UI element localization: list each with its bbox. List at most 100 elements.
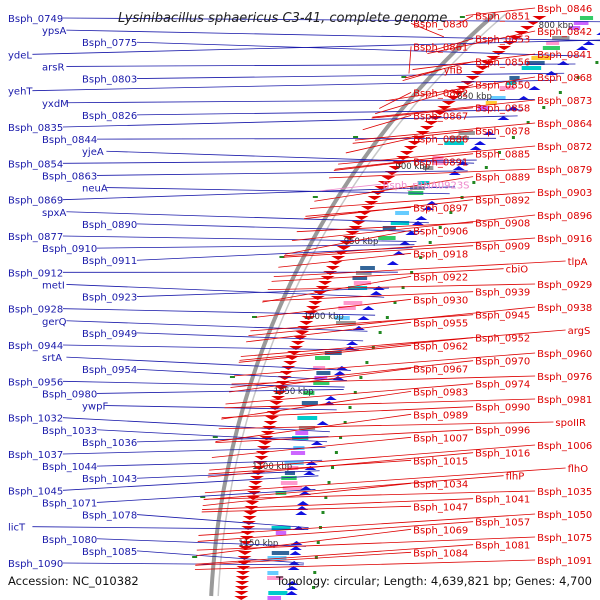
right-label-connector	[218, 421, 554, 430]
right-label-connector	[238, 344, 412, 363]
right-gene-label: Bsph_0885	[475, 150, 530, 161]
right-label-connector	[201, 505, 412, 513]
gc-mark	[511, 136, 515, 139]
forward-gene-arrow	[345, 231, 360, 235]
left-label-connector	[136, 470, 320, 479]
left-label-connector	[62, 475, 319, 491]
left-gene-label: metI	[42, 280, 65, 291]
right-label-connector	[208, 459, 412, 475]
left-gene-label: Bsph_1078	[82, 511, 137, 522]
cog-block	[546, 41, 560, 45]
right-label-connector	[215, 429, 474, 444]
reverse-gene-arrow	[545, 71, 558, 75]
right-label-connector	[372, 99, 536, 118]
forward-gene-arrow	[288, 346, 303, 350]
left-gene-label: Bsph_0877	[8, 232, 63, 243]
right-label-connector	[345, 137, 412, 154]
left-gene-label: Bsph_1033	[42, 426, 97, 437]
gc-skew-mark	[212, 436, 218, 438]
left-gene-label: Bsph_0863	[42, 171, 97, 182]
right-gene-label: spoIIR	[555, 418, 586, 429]
forward-gene-arrow	[351, 221, 366, 225]
forward-gene-arrow	[242, 516, 257, 520]
left-label-connector	[32, 39, 600, 55]
left-label-connector	[136, 332, 364, 342]
forward-gene-arrow	[532, 16, 547, 20]
scale-tick-label: 800 kbp	[539, 21, 574, 31]
right-gene-label: Bsph_0922	[413, 272, 468, 283]
forward-gene-arrow	[441, 101, 456, 105]
reverse-gene-arrow	[596, 32, 600, 35]
gc-mark	[419, 256, 423, 259]
left-gene-label: Bsph_1080	[42, 535, 97, 546]
left-label-connector	[62, 159, 477, 164]
gc-skew-mark	[252, 316, 258, 318]
forward-gene-arrow	[381, 176, 396, 180]
right-label-connector	[427, 30, 536, 54]
right-label-connector	[262, 291, 474, 302]
gc-mark	[313, 571, 317, 574]
forward-gene-arrow	[497, 46, 512, 50]
right-gene-label: argS	[568, 326, 591, 337]
right-label-connector	[202, 482, 412, 506]
reverse-gene-arrow	[411, 221, 424, 225]
gc-skew-mark	[353, 136, 359, 138]
reverse-gene-arrow	[370, 291, 383, 295]
right-gene-label: Bsph_1016	[475, 449, 530, 460]
right-gene-label: Bsph_0889	[475, 173, 530, 184]
right-gene-label: Bsph_0872	[537, 142, 592, 153]
reverse-gene-arrow	[448, 171, 461, 175]
forward-gene-arrow	[241, 526, 256, 530]
right-label-connector	[374, 84, 474, 115]
right-gene-label: Bsph_1035	[537, 487, 592, 498]
forward-gene-arrow	[234, 586, 249, 590]
left-gene-label: Bsph_0826	[82, 111, 137, 122]
cog-block	[423, 166, 434, 170]
forward-gene-arrow	[342, 236, 357, 240]
right-label-connector	[305, 206, 412, 217]
forward-gene-arrow	[303, 311, 318, 315]
right-label-connector	[309, 191, 536, 209]
cog-block	[444, 141, 464, 145]
cog-block	[499, 86, 515, 90]
right-label-connector	[234, 352, 536, 377]
left-label-connector	[96, 538, 306, 547]
right-gene-label: flhO	[568, 464, 589, 475]
right-label-connector	[195, 544, 474, 565]
left-label-connector	[62, 308, 376, 316]
right-gene-label: cbiO	[506, 265, 529, 276]
right-label-connector	[320, 183, 381, 192]
forward-gene-arrow	[237, 556, 252, 560]
cog-block	[506, 81, 517, 85]
forward-gene-arrow	[331, 256, 346, 260]
forward-gene-arrow	[419, 126, 434, 130]
left-label-connector	[96, 459, 323, 467]
gc-mark	[316, 541, 320, 544]
left-label-connector	[136, 514, 309, 529]
right-gene-label: Bsph_0906	[413, 226, 468, 237]
right-label-connector	[362, 114, 412, 131]
right-gene-label: Bsph_0851	[475, 12, 530, 23]
right-gene-label: Bsph_0830	[413, 19, 468, 30]
right-gene-label: Bsph_0861	[413, 42, 468, 53]
cog-block	[353, 281, 372, 285]
right-label-connector	[271, 268, 504, 282]
forward-gene-arrow	[325, 266, 340, 270]
left-label-connector	[32, 526, 309, 530]
forward-gene-arrow	[306, 306, 321, 310]
gc-mark	[484, 166, 488, 169]
right-gene-label: Bsph_0996	[475, 426, 530, 437]
left-label-connector	[136, 368, 348, 381]
cog-block	[531, 56, 551, 60]
right-gene-label: Bsph_0955	[413, 318, 468, 329]
right-label-connector	[197, 521, 474, 542]
left-label-connector	[66, 63, 576, 67]
right-label-connector	[455, 15, 474, 26]
forward-gene-arrow	[271, 396, 286, 400]
cog-block	[284, 471, 296, 475]
forward-gene-arrow	[248, 481, 263, 485]
cog-block	[301, 401, 318, 405]
right-gene-label: yfiB	[444, 65, 463, 76]
left-gene-label: Bsph_1043	[82, 474, 137, 485]
left-gene-label: srtA	[42, 353, 62, 364]
